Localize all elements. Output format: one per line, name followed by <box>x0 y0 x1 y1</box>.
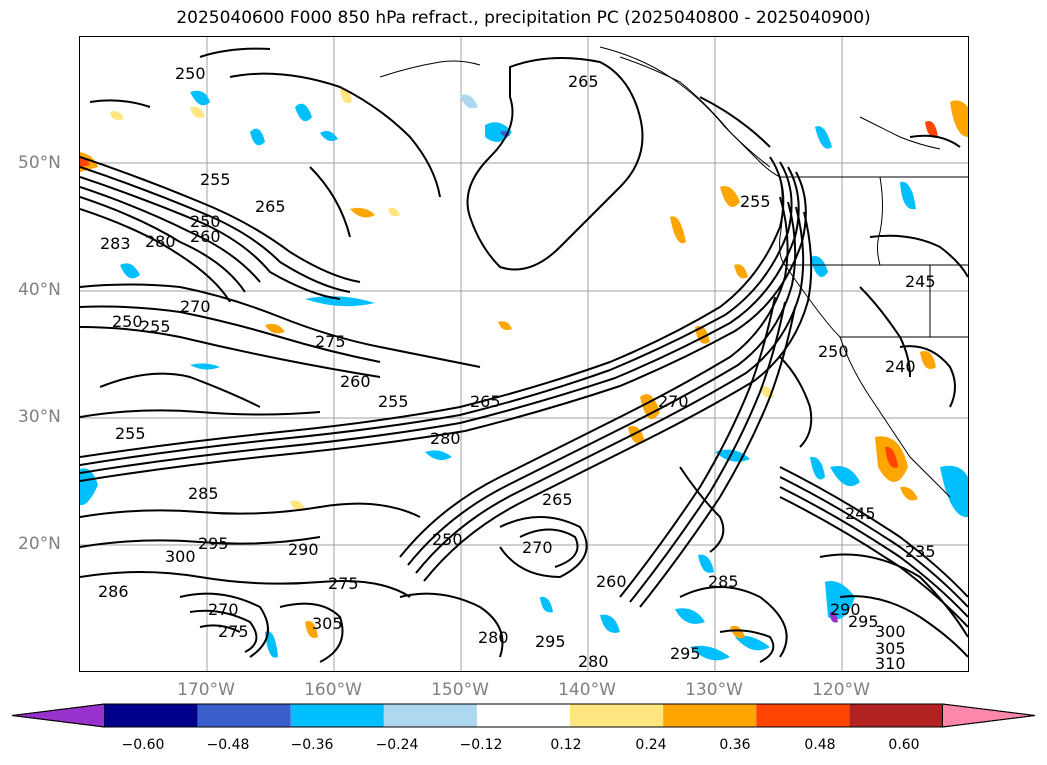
contour-label: 260 <box>596 572 627 591</box>
contour-label: 240 <box>885 357 916 376</box>
contour-label: 280 <box>145 232 176 251</box>
lon-label-150w: 150°W <box>431 680 489 700</box>
contour-label: 255 <box>200 170 231 189</box>
colorbar-extend-low <box>11 703 106 728</box>
contour-label: 290 <box>830 600 861 619</box>
colorbar-segment <box>570 704 664 727</box>
colorbar-segment <box>197 704 291 727</box>
colorbar-segment <box>290 704 384 727</box>
colorbar-segment <box>383 704 477 727</box>
contour-labels: 250 255 265 265 250 260 283 280 275 270 … <box>98 64 936 671</box>
contour-label: 250 <box>190 212 221 231</box>
contour-label: 295 <box>848 612 879 631</box>
colorbar-segment <box>849 704 943 727</box>
contour-label: 280 <box>578 652 609 671</box>
graticule <box>80 37 968 671</box>
contour-label: 300 <box>165 547 196 566</box>
lon-label-130w: 130°W <box>685 680 743 700</box>
lon-label-170w: 170°W <box>177 680 235 700</box>
colorbar-extend-high <box>941 703 1036 728</box>
colorbar-segment <box>663 704 757 727</box>
contour-label: 280 <box>478 628 509 647</box>
contour-label: 310 <box>875 654 906 671</box>
lat-label-30n: 30°N <box>18 407 61 427</box>
colorbar-tick: 0.48 <box>804 737 836 753</box>
lat-label-40n: 40°N <box>18 280 61 300</box>
contour-label: 255 <box>140 317 171 336</box>
contour-label: 255 <box>740 192 771 211</box>
contour-label: 245 <box>845 504 876 523</box>
colorbar-tick: −0.60 <box>121 737 165 753</box>
contour-label: 285 <box>188 484 219 503</box>
contour-label: 265 <box>470 392 501 411</box>
contour-label: 285 <box>708 572 739 591</box>
contour-label: 280 <box>430 429 461 448</box>
contour-label: 286 <box>98 582 129 601</box>
colorbar-segment <box>756 704 850 727</box>
colorbar-outline <box>11 703 1036 728</box>
contour-label: 305 <box>875 639 906 658</box>
contour-label: 235 <box>905 542 936 561</box>
contour-label: 290 <box>288 540 319 559</box>
colorbar-tick: −0.12 <box>459 737 503 753</box>
colorbar-tick: −0.24 <box>375 737 419 753</box>
contour-label: 250 <box>112 312 143 331</box>
contour-label: 245 <box>905 272 936 291</box>
colorbar-segment <box>104 704 198 727</box>
contour-label: 265 <box>568 72 599 91</box>
contour-label: 260 <box>190 227 221 246</box>
contour-label: 283 <box>100 234 131 253</box>
contour-label: 270 <box>180 297 211 316</box>
colorbar-tick: 0.12 <box>550 737 582 753</box>
contour-label: 255 <box>115 424 146 443</box>
map-canvas: 250 255 265 265 250 260 283 280 275 270 … <box>80 37 968 671</box>
contour-label: 250 <box>432 530 463 549</box>
contour-label: 275 <box>218 622 249 641</box>
precip-shading <box>80 88 968 661</box>
lon-label-160w: 160°W <box>304 680 362 700</box>
contour-label: 250 <box>175 64 206 83</box>
refractivity-contours <box>80 47 968 663</box>
contour-label: 275 <box>315 332 346 351</box>
lat-label-50n: 50°N <box>18 153 61 173</box>
lat-label-20n: 20°N <box>18 534 61 554</box>
contour-label: 295 <box>198 534 229 553</box>
lon-label-120w: 120°W <box>812 680 870 700</box>
contour-label: 250 <box>818 342 849 361</box>
contour-label: 270 <box>658 392 689 411</box>
colorbar-tick: 0.24 <box>635 737 667 753</box>
contour-label: 255 <box>378 392 409 411</box>
colorbar-tick: −0.48 <box>206 737 250 753</box>
map-panel: 250 255 265 265 250 260 283 280 275 270 … <box>79 36 969 672</box>
contour-label: 265 <box>542 490 573 509</box>
coastline <box>379 46 968 498</box>
colorbar-segment <box>476 704 571 727</box>
contour-label: 265 <box>255 197 286 216</box>
contour-label: 270 <box>208 600 239 619</box>
colorbar-tick: 0.60 <box>888 737 920 753</box>
contour-label: 300 <box>875 622 906 641</box>
lon-label-140w: 140°W <box>558 680 616 700</box>
colorbar-tick: −0.36 <box>290 737 334 753</box>
contour-label: 275 <box>328 574 359 593</box>
contour-label: 270 <box>522 538 553 557</box>
figure-title: 2025040600 F000 850 hPa refract., precip… <box>176 8 871 28</box>
contour-label: 295 <box>535 632 566 651</box>
contour-label: 305 <box>312 614 343 633</box>
contour-label: 295 <box>670 644 701 663</box>
contour-label: 260 <box>340 372 371 391</box>
colorbar-tick: 0.36 <box>719 737 751 753</box>
